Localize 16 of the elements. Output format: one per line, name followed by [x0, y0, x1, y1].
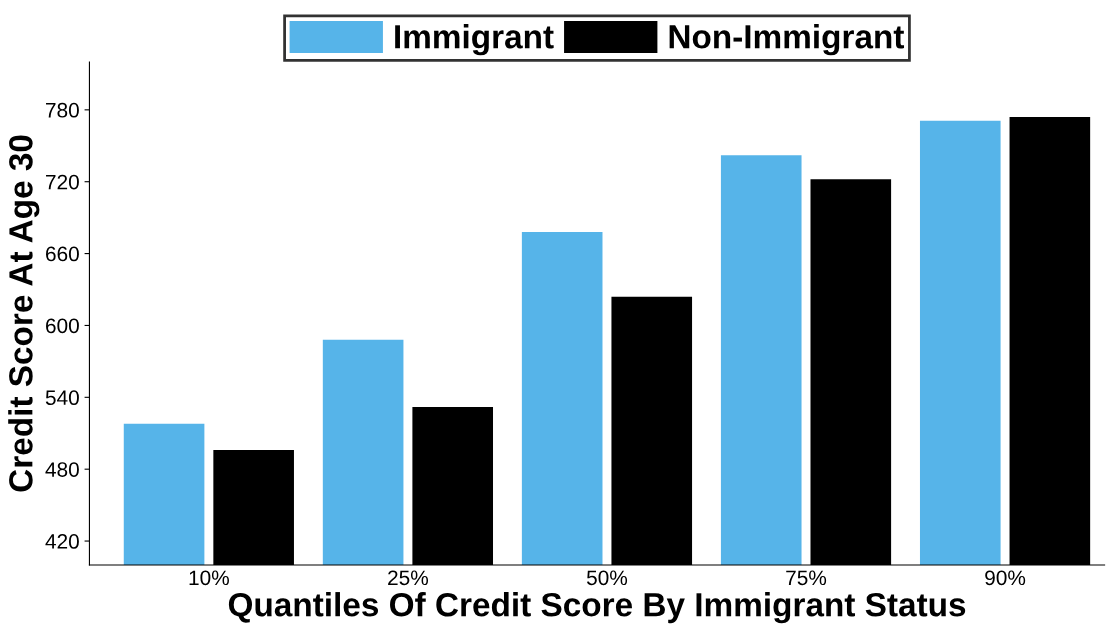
- y-tick-label: 480: [45, 462, 79, 477]
- legend-label: Non-Immigrant: [669, 24, 905, 56]
- y-tick-label: 660: [46, 246, 79, 262]
- y-axis-title: Credit Score At Age 30: [8, 135, 40, 492]
- x-tick-label: 50%: [586, 570, 628, 586]
- x-tick-label: 10%: [189, 570, 229, 586]
- x-axis-title: Quantiles Of Credit Score By Immigrant Status: [228, 592, 966, 624]
- x-tick-label: 90%: [985, 570, 1026, 586]
- y-tick-label: 540: [45, 390, 79, 406]
- y-tick-label: 420: [45, 534, 79, 549]
- y-tick-label: 780: [46, 102, 79, 118]
- x-tick-label: 25%: [388, 570, 429, 586]
- x-tick-label: 75%: [786, 570, 827, 586]
- y-tick-label: 720: [46, 174, 79, 190]
- legend-label: Immigrant: [395, 24, 554, 56]
- y-tick-label: 600: [46, 318, 79, 334]
